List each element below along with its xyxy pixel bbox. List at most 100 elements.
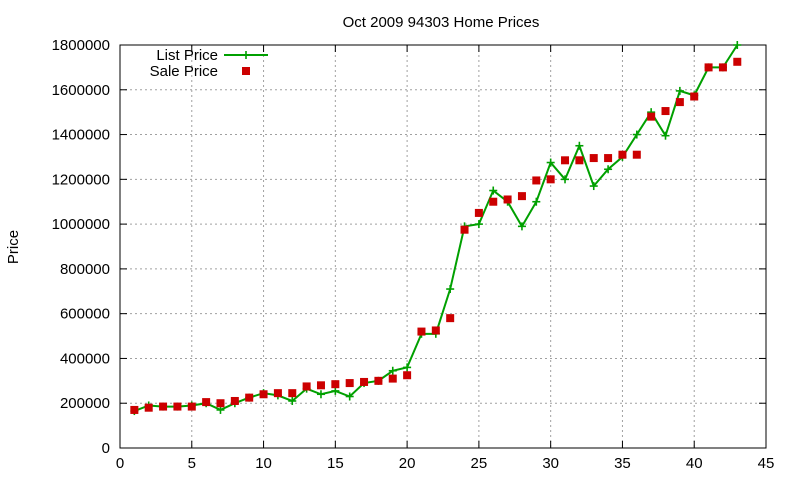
- sale-price-point: [288, 389, 297, 398]
- list-price-point: [575, 141, 584, 150]
- sale-price-point: [733, 57, 742, 66]
- y-axis-label: Price: [5, 230, 22, 264]
- list-price-point: [216, 405, 225, 414]
- sale-price-point: [259, 390, 268, 399]
- list-price-point: [604, 165, 613, 174]
- x-tick-label: 5: [188, 455, 196, 472]
- legend-label: Sale Price: [150, 63, 218, 80]
- sale-price-point: [202, 398, 211, 407]
- y-tick-label: 1600000: [52, 82, 110, 99]
- sale-price-point: [417, 327, 426, 336]
- sale-price-point: [474, 208, 483, 217]
- sale-price-point: [661, 107, 670, 116]
- sale-price-point: [503, 195, 512, 204]
- list-price-point: [345, 392, 354, 401]
- list-price-point: [661, 131, 670, 140]
- list-price-point: [288, 396, 297, 405]
- list-price-point: [517, 222, 526, 231]
- sale-price-point: [575, 156, 584, 165]
- sale-price-point: [546, 175, 555, 184]
- sale-price-point: [159, 402, 168, 411]
- x-tick-label: 0: [116, 455, 124, 472]
- y-tick-labels: 0 200000 400000 600000 800000 1000000 1200000 1…: [52, 37, 110, 457]
- sale-price-point: [647, 112, 656, 121]
- y-tick-label: 1200000: [52, 171, 110, 188]
- x-tick-label: 25: [471, 455, 488, 472]
- sale-price-point: [460, 225, 469, 234]
- legend-item: Sale Price: [150, 63, 250, 80]
- legend-label: List Price: [156, 47, 218, 64]
- list-price-point: [489, 186, 498, 195]
- y-tick-label: 400000: [60, 350, 110, 367]
- sale-price-point: [618, 150, 627, 159]
- sale-price-point: [532, 176, 541, 185]
- sale-price-point: [316, 381, 325, 390]
- sale-price-point: [517, 192, 526, 201]
- x-tick-label: 45: [758, 455, 775, 472]
- list-price-point: [403, 363, 412, 372]
- x-tick-label: 20: [399, 455, 416, 472]
- sale-price-point: [388, 374, 397, 383]
- sale-price-point: [374, 376, 383, 385]
- sale-price-point: [360, 377, 369, 386]
- sale-price-point: [216, 399, 225, 408]
- y-tick-label: 800000: [60, 261, 110, 278]
- sale-price-point: [273, 389, 282, 398]
- sale-price-point: [489, 197, 498, 206]
- x-tick-label: 35: [614, 455, 631, 472]
- y-tick-label: 200000: [60, 395, 110, 412]
- sale-price-point: [675, 98, 684, 107]
- list-price-point: [561, 175, 570, 184]
- list-price-point: [446, 285, 455, 294]
- sale-price-point: [403, 371, 412, 380]
- sale-price-point: [144, 403, 153, 412]
- sale-price-point: [446, 314, 455, 323]
- sale-price-point: [604, 154, 613, 163]
- legend-cross-sample: [242, 51, 250, 59]
- axis-ticks: [119, 44, 767, 449]
- plot-frame: [119, 44, 767, 449]
- list-price-point: [546, 158, 555, 167]
- y-tick-label: 1000000: [52, 216, 110, 233]
- list-price-point: [733, 41, 742, 49]
- series-sale-price: [130, 57, 742, 414]
- sale-price-point: [230, 396, 239, 405]
- x-tick-label: 10: [255, 455, 272, 472]
- y-tick-label: 1800000: [52, 37, 110, 54]
- series: [130, 41, 742, 416]
- x-tick-label: 15: [327, 455, 344, 472]
- sale-price-point: [302, 382, 311, 391]
- legend-square-sample: [242, 67, 250, 75]
- sale-price-point: [704, 63, 713, 72]
- y-tick-label: 1400000: [52, 127, 110, 144]
- chart-title: Oct 2009 94303 Home Prices: [343, 14, 540, 31]
- x-tick-label: 40: [686, 455, 703, 472]
- sale-price-point: [718, 63, 727, 72]
- list-price-point: [316, 390, 325, 399]
- list-price-point: [675, 86, 684, 95]
- list-price-point: [589, 182, 598, 191]
- y-tick-label: 600000: [60, 306, 110, 323]
- x-tick-labels: 0 5 10 15 20 25 30 35 40 45: [116, 455, 775, 472]
- legend-item: List Price: [156, 47, 268, 64]
- list-price-point: [331, 386, 340, 395]
- sale-price-point: [589, 154, 598, 163]
- list-price-point: [474, 220, 483, 229]
- sale-price-point: [173, 402, 182, 411]
- sale-price-point: [690, 92, 699, 101]
- sale-price-point: [632, 150, 641, 159]
- sale-price-point: [345, 379, 354, 388]
- sale-price-point: [187, 402, 196, 411]
- list-price-point: [532, 197, 541, 206]
- sale-price-point: [245, 393, 254, 402]
- sale-price-point: [431, 326, 440, 335]
- y-tick-label: 0: [102, 440, 110, 457]
- x-tick-label: 30: [542, 455, 559, 472]
- list-price-point: [388, 366, 397, 375]
- list-price-point: [632, 130, 641, 139]
- grid: [120, 45, 766, 448]
- sale-price-point: [331, 380, 340, 389]
